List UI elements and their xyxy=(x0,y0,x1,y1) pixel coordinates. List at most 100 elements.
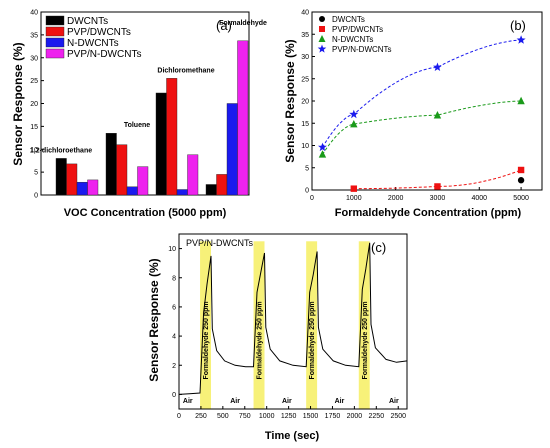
y-tick-label: 8 xyxy=(172,275,176,282)
data-point xyxy=(517,166,525,174)
y-tick-label: 30 xyxy=(301,54,309,61)
y-tick-label: 5 xyxy=(305,165,309,172)
data-point xyxy=(318,142,327,152)
legend-marker xyxy=(319,26,325,32)
category-label: Toluene xyxy=(124,122,150,129)
bar xyxy=(205,184,217,196)
air-label: Air xyxy=(230,398,240,405)
x-tick-label: 1750 xyxy=(325,413,341,420)
panel-b-data-points xyxy=(318,35,526,192)
legend-label: DWCNTs xyxy=(332,15,365,24)
y-tick-label: 20 xyxy=(301,99,309,106)
panel-b-fit-curves xyxy=(322,39,522,190)
x-tick-label: 1000 xyxy=(259,413,275,420)
bar xyxy=(87,179,99,196)
exposure-band xyxy=(306,241,318,409)
data-point xyxy=(433,111,442,119)
data-point xyxy=(350,185,358,192)
x-tick-label: 2250 xyxy=(369,413,385,420)
x-tick-label: 1000 xyxy=(346,195,362,202)
x-tick-label: 750 xyxy=(239,413,251,420)
bar xyxy=(105,133,117,196)
exposure-label: Formaldehyde 250 ppm xyxy=(362,301,369,379)
y-tick-label: 40 xyxy=(30,10,38,17)
x-tick-label: 0 xyxy=(177,413,181,420)
legend-swatch xyxy=(45,37,65,48)
bar xyxy=(66,163,78,196)
data-point xyxy=(516,35,526,44)
x-tick-label: 4000 xyxy=(471,195,487,202)
y-tick-label: 2 xyxy=(172,363,176,370)
exposure-band xyxy=(200,241,212,409)
x-tick-label: 1250 xyxy=(281,413,297,420)
panel-b-ticks: 0 5 10 15 20 25 30 35 40 0 1000 2000 3000 4000 5000 xyxy=(301,10,529,203)
panel-b-label: (b) xyxy=(510,18,526,33)
legend-label: N-DWCNTs xyxy=(67,38,119,49)
legend-label: PVP/N-DWCNTs xyxy=(332,45,392,54)
panel-c-x-axis-label: Time (sec) xyxy=(265,430,320,442)
bar xyxy=(237,40,249,196)
panel-c-ticks: 0 2 4 6 8 10 0 250 500 750 1000 1250 1500 1750 2000 225… xyxy=(168,246,406,420)
legend-swatch xyxy=(45,48,65,59)
panel-a-y-axis-label: Sensor Response (%) xyxy=(11,42,25,165)
y-tick-label: 25 xyxy=(301,76,309,83)
data-point xyxy=(517,96,525,105)
air-label: Air xyxy=(389,398,399,405)
legend-marker xyxy=(317,44,327,53)
bar xyxy=(116,144,128,196)
x-tick-label: 250 xyxy=(195,413,207,420)
panel-b-x-axis-label: Formaldehyde Concentration (ppm) xyxy=(335,207,522,219)
y-tick-label: 40 xyxy=(301,10,309,17)
panel-a-label: (a) xyxy=(216,18,232,33)
panel-a: 0 5 10 15 20 25 30 35 40 1,2-dichloroethane Tolue… xyxy=(11,10,267,220)
bar xyxy=(166,78,178,196)
response-line xyxy=(178,242,408,395)
y-tick-label: 35 xyxy=(301,32,309,39)
panel-c-exposure-bands: Formaldehyde 250 ppm Formaldehyde 250 ppm… xyxy=(200,241,370,409)
legend-swatch xyxy=(45,26,65,37)
fit-curve xyxy=(322,100,522,155)
x-tick-label: 2500 xyxy=(390,413,406,420)
bar xyxy=(187,154,199,196)
panel-c-y-axis-label: Sensor Response (%) xyxy=(147,258,161,381)
y-tick-label: 10 xyxy=(168,246,176,253)
panel-c-response-curve xyxy=(178,242,408,395)
data-point xyxy=(350,119,358,128)
y-tick-label: 25 xyxy=(30,78,38,85)
y-tick-label: 4 xyxy=(172,334,176,341)
data-point xyxy=(349,109,359,119)
exposure-band xyxy=(358,241,370,409)
x-tick-label: 2000 xyxy=(347,413,363,420)
legend-label: PVP/N-DWCNTs xyxy=(67,49,141,60)
panel-c-label: (c) xyxy=(371,240,386,255)
panel-c: Formaldehyde 250 ppm Formaldehyde 250 ppm… xyxy=(147,233,408,442)
legend-label: DWCNTs xyxy=(67,16,108,27)
y-tick-label: 30 xyxy=(30,55,38,62)
legend-marker xyxy=(318,35,326,42)
x-tick-label: 2000 xyxy=(388,195,404,202)
data-point xyxy=(434,183,441,190)
bar xyxy=(76,181,88,196)
bar xyxy=(55,158,67,196)
y-tick-label: 0 xyxy=(34,193,38,200)
x-tick-label: 500 xyxy=(217,413,229,420)
y-tick-label: 35 xyxy=(30,32,38,39)
fit-curve xyxy=(322,39,522,148)
bar xyxy=(126,186,138,196)
y-tick-label: 10 xyxy=(301,143,309,150)
exposure-label: Formaldehyde 250 ppm xyxy=(309,301,316,379)
bar xyxy=(137,166,149,196)
exposure-label: Formaldehyde 250 ppm xyxy=(203,301,210,379)
x-tick-label: 5000 xyxy=(513,195,529,202)
legend-swatch xyxy=(45,15,65,26)
data-point xyxy=(517,177,525,184)
panel-a-x-axis-label: VOC Concentration (5000 ppm) xyxy=(64,207,227,219)
air-label: Air xyxy=(183,398,193,405)
panel-a-category-labels: 1,2-dichloroethane Toluene Dichloromethane… xyxy=(30,20,267,155)
air-label: Air xyxy=(335,398,345,405)
fit-curve xyxy=(353,169,522,190)
legend-label: PVP/DWCNTs xyxy=(67,27,131,38)
bar xyxy=(176,189,188,196)
